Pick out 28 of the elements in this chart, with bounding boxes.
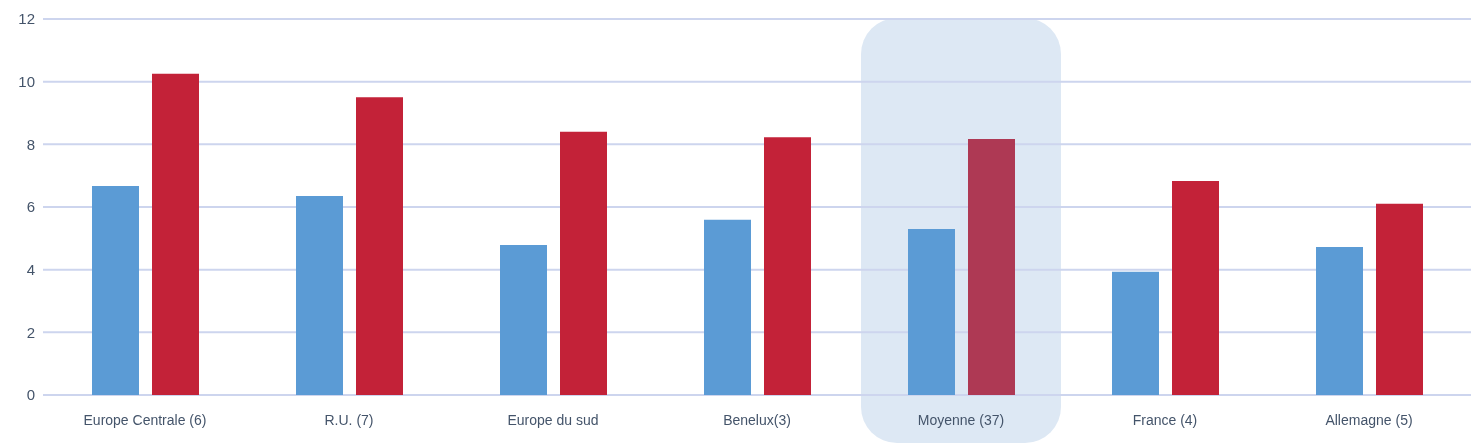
y-tick-label: 2 — [26, 323, 35, 341]
bar — [1316, 247, 1363, 395]
y-tick-label: 0 — [26, 386, 35, 404]
bar — [296, 196, 343, 395]
bar — [1172, 180, 1219, 395]
bar — [1112, 271, 1159, 395]
x-tick-label: Europe Centrale (6) — [83, 411, 207, 428]
bar — [560, 131, 607, 395]
bar — [764, 137, 811, 395]
x-tick-label: Europe du sud — [507, 411, 599, 428]
bar — [968, 139, 1015, 395]
bar — [92, 186, 139, 395]
x-tick-label: France (4) — [1132, 411, 1198, 428]
bar — [500, 244, 547, 395]
x-tick-label: R.U. (7) — [324, 411, 374, 428]
x-tick-label: Moyenne (37) — [917, 411, 1005, 428]
y-tick-label: 12 — [18, 10, 35, 28]
y-tick-label: 4 — [26, 260, 35, 278]
x-tick-label: Benelux(3) — [723, 411, 791, 428]
y-tick-label: 10 — [18, 72, 35, 90]
bar — [908, 228, 955, 395]
bar — [704, 219, 751, 395]
bar — [356, 97, 403, 395]
y-tick-label: 8 — [26, 135, 35, 153]
y-tick-label: 6 — [26, 198, 35, 216]
bar — [152, 73, 199, 395]
x-tick-label: Allemagne (5) — [1325, 411, 1413, 428]
bar — [1376, 203, 1423, 395]
